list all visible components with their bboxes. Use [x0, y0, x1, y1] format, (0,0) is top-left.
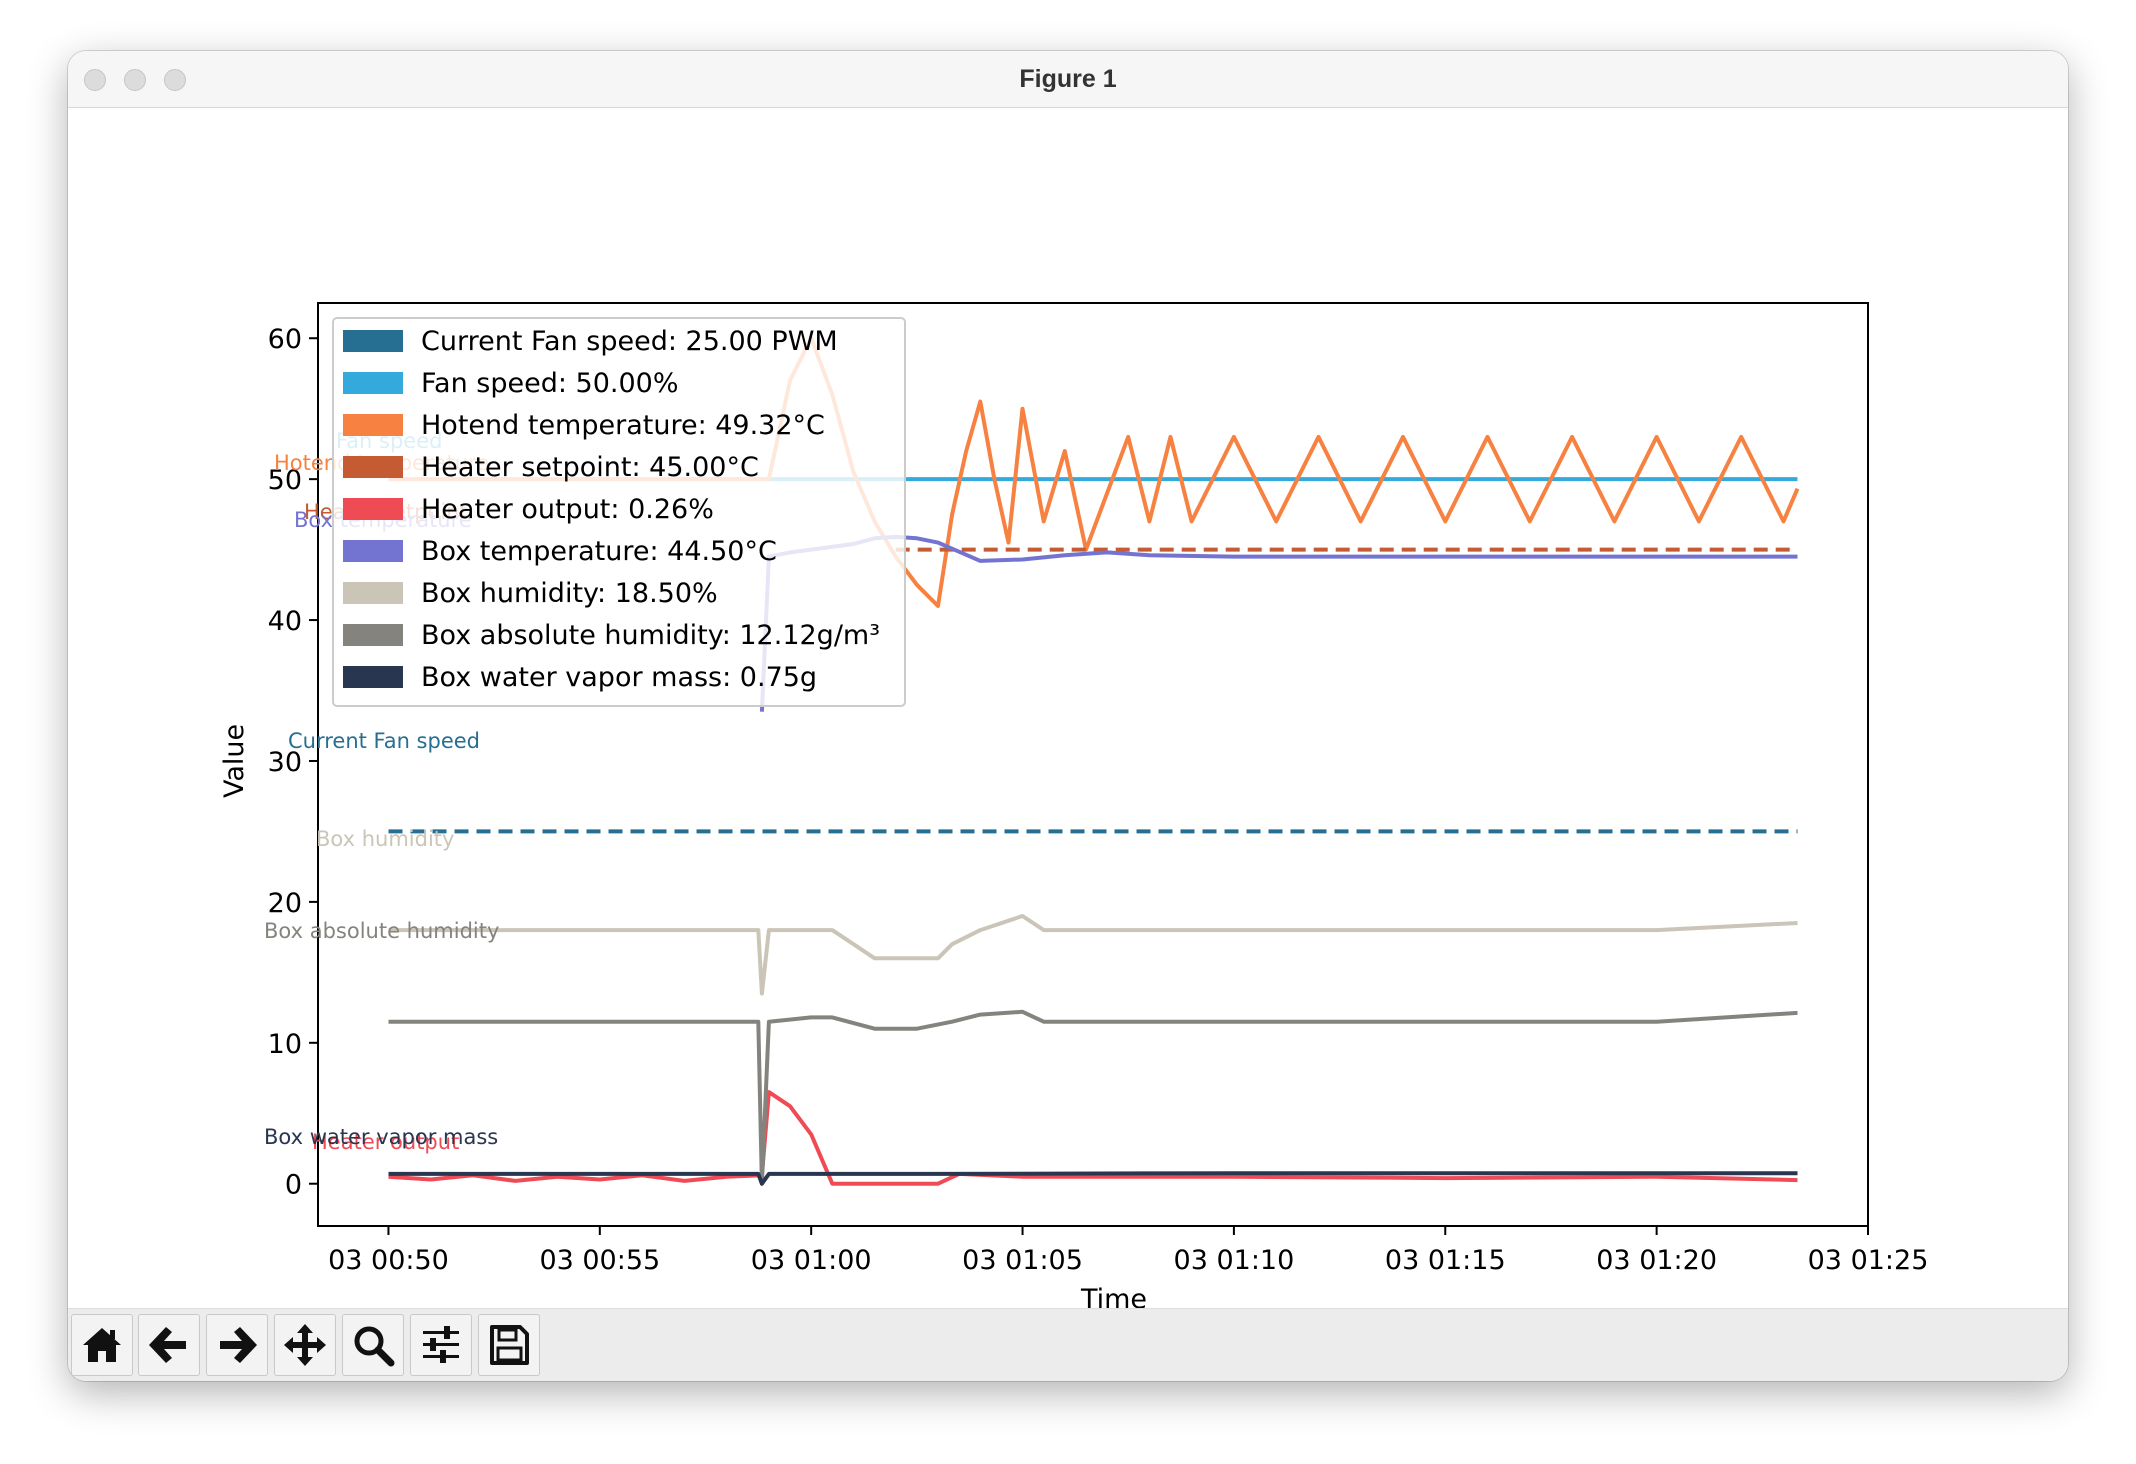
app-window: Figure 1 0 10 20 30 40 50 60 03 00:50 03 00:55 03… — [68, 51, 2068, 1381]
legend-entry: Box water vapor mass: 0.75g — [421, 662, 817, 693]
x-axis-label: Time — [1080, 1284, 1147, 1308]
series-label-5: Heater output — [312, 1130, 459, 1154]
back-button[interactable] — [138, 1314, 200, 1376]
save-button[interactable] — [478, 1314, 540, 1376]
legend-entry: Heater setpoint: 45.00°C — [421, 452, 759, 483]
title-bar: Figure 1 — [68, 51, 2068, 108]
series-line-9 — [388, 1171, 1798, 1186]
x-tick-label: 03 01:15 — [1385, 1245, 1506, 1276]
legend-entry: Fan speed: 50.00% — [421, 368, 679, 399]
legend-swatch — [343, 666, 403, 688]
figure-canvas[interactable]: 0 10 20 30 40 50 60 03 00:50 03 00:55 03 01:00 03 … — [68, 108, 2068, 1308]
series-label-7: Box humidity — [316, 827, 454, 851]
x-tick-label: 03 01:00 — [751, 1245, 872, 1276]
legend-entry: Box temperature: 44.50°C — [421, 536, 777, 567]
x-tick-label: 03 01:25 — [1808, 1245, 1929, 1276]
zoom-window-button[interactable] — [164, 69, 186, 91]
series-label-8: Box absolute humidity — [264, 919, 499, 943]
zoom-button[interactable] — [342, 1314, 404, 1376]
series-line-8 — [388, 1009, 1798, 1186]
floppy-icon — [490, 1325, 529, 1365]
magnifier-icon — [354, 1326, 395, 1367]
x-tick-label: 03 01:05 — [962, 1245, 1083, 1276]
forward-button[interactable] — [206, 1314, 268, 1376]
legend-entry: Heater output: 0.26% — [421, 494, 714, 525]
line-chart[interactable]: 0 10 20 30 40 50 60 03 00:50 03 00:55 03 01:00 03 … — [68, 108, 2068, 1308]
legend: Current Fan speed: 25.00 PWM Fan speed: 5… — [332, 317, 906, 707]
home-icon — [83, 1328, 121, 1362]
x-tick-label: 03 01:10 — [1174, 1245, 1295, 1276]
legend-swatch — [343, 624, 403, 646]
series-line-7 — [388, 914, 1798, 996]
window-title: Figure 1 — [1019, 65, 1117, 93]
legend-swatch — [343, 456, 403, 478]
series-label-1: Current Fan speed — [288, 729, 480, 753]
navigation-toolbar — [68, 1308, 2068, 1381]
pan-button[interactable] — [274, 1314, 336, 1376]
y-tick-label: 10 — [268, 1029, 302, 1060]
y-tick-label: 0 — [285, 1170, 302, 1201]
x-tick-label: 03 00:50 — [328, 1245, 449, 1276]
y-tick-label: 20 — [268, 888, 302, 919]
legend-entry: Current Fan speed: 25.00 PWM — [421, 326, 838, 357]
legend-swatch — [343, 330, 403, 352]
legend-entry: Box absolute humidity: 12.12g/m³ — [421, 620, 880, 651]
y-tick-label: 40 — [268, 606, 302, 637]
legend-swatch — [343, 372, 403, 394]
series-line-5 — [388, 1090, 1798, 1186]
y-tick-label: 30 — [268, 747, 302, 778]
legend-entry: Hotend temperature: 49.32°C — [421, 410, 825, 441]
y-tick-label: 50 — [268, 465, 302, 496]
legend-swatch — [343, 414, 403, 436]
home-button[interactable] — [71, 1314, 133, 1376]
legend-swatch — [343, 540, 403, 562]
arrow-right-icon — [220, 1327, 257, 1363]
close-window-button[interactable] — [84, 69, 106, 91]
x-tick-label: 03 00:55 — [539, 1245, 660, 1276]
sliders-icon — [423, 1326, 459, 1363]
series-label-9: Box water vapor mass — [264, 1125, 498, 1149]
y-tick-label: 60 — [268, 324, 302, 355]
legend-swatch — [343, 498, 403, 520]
arrow-left-icon — [149, 1327, 186, 1363]
y-axis-label: Value — [219, 724, 250, 798]
legend-box — [332, 317, 906, 707]
minimize-window-button[interactable] — [124, 69, 146, 91]
legend-swatch — [343, 582, 403, 604]
x-tick-label: 03 01:20 — [1596, 1245, 1717, 1276]
legend-entry: Box humidity: 18.50% — [421, 578, 718, 609]
configure-button[interactable] — [410, 1314, 472, 1376]
move-icon — [284, 1324, 326, 1366]
